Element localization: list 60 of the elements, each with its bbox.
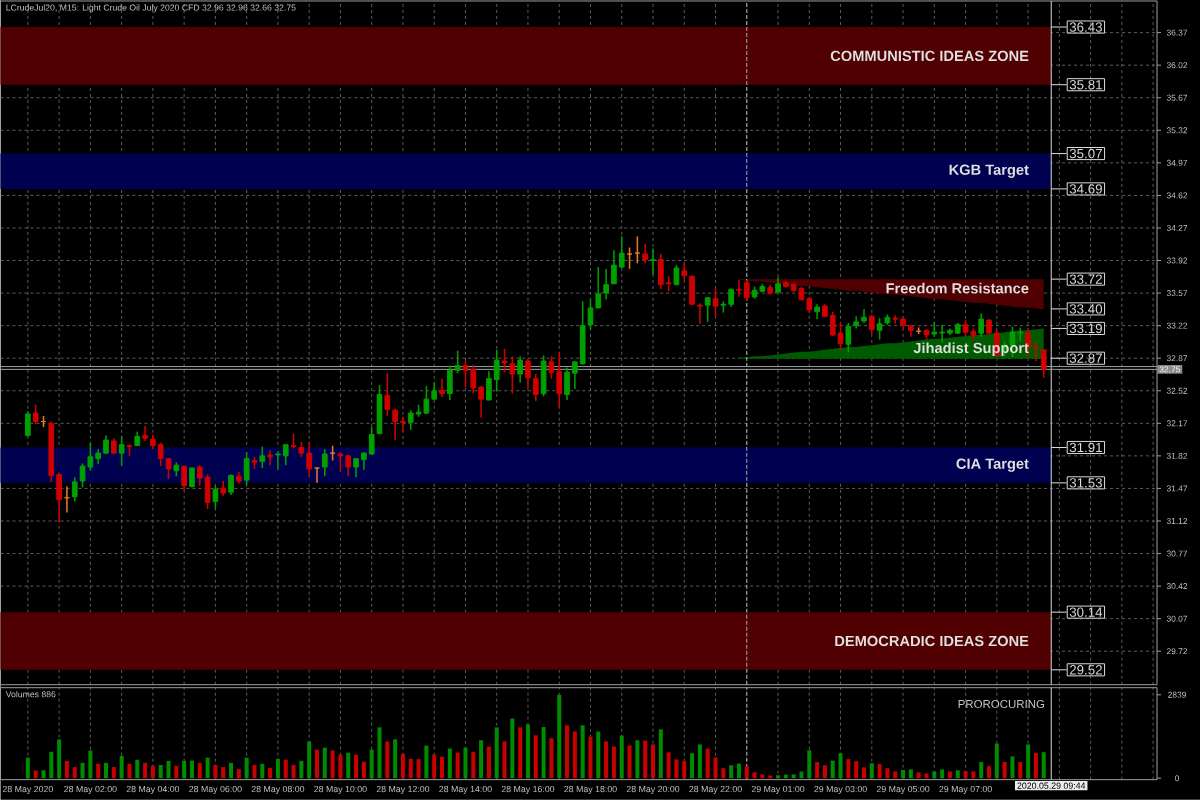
annotation: 35.07	[1069, 149, 1102, 159]
chart-title: LCrudeJul20, M15: Light Crude Oil July 2020 CFD 32.96 32.96 32.66 32.75	[6, 4, 296, 13]
y-tick-label: 30.07	[1166, 615, 1188, 622]
band-label: KGB Target	[949, 164, 1029, 179]
y-tick-label: 2839	[1168, 691, 1186, 698]
x-tick-label: 28 May 22:00	[689, 786, 742, 795]
x-tick-label: 28 May 2020	[2, 786, 53, 795]
series-label: Freedom Resistance	[886, 282, 1029, 294]
y-tick-label: 35.67	[1166, 94, 1188, 101]
x-tick-label: 28 May 10:00	[314, 786, 367, 795]
y-tick-label: 34.97	[1166, 160, 1188, 166]
y-tick-label: 0	[1175, 775, 1180, 782]
y-tick-label: 30.42	[1166, 583, 1188, 590]
annotation: 33.72	[1069, 274, 1102, 285]
x-tick-label: 28 May 02:00	[64, 786, 117, 795]
y-tick-label: 33.92	[1166, 257, 1188, 264]
x-tick-label: 28 May 06:00	[189, 786, 242, 795]
y-tick-label: 33.57	[1166, 290, 1188, 297]
y-tick-label: 36.37	[1166, 29, 1188, 36]
ref-line-label: 32.75	[1159, 366, 1180, 373]
y-tick-label: 36.02	[1166, 62, 1188, 69]
y-tick-label: 35.32	[1166, 127, 1188, 134]
x-tick-label: 29 May 07:00	[939, 786, 992, 795]
x-tick-label: 28 May 14:00	[439, 786, 492, 795]
y-tick-label: 34.27	[1166, 225, 1188, 232]
y-tick-label: 29.72	[1166, 648, 1188, 655]
x-tick-label: 28 May 08:00	[251, 786, 305, 795]
y-tick-label: 34.62	[1166, 192, 1188, 199]
annotation: 31.91	[1069, 442, 1102, 453]
y-tick-label: 31.12	[1166, 518, 1188, 525]
y-tick-label: 32.87	[1166, 355, 1188, 362]
x-tick-label: 28 May 04:00	[126, 786, 180, 795]
annotation: 30.14	[1069, 607, 1103, 618]
y-tick-label: 31.47	[1166, 485, 1188, 492]
x-tick-label: 29 May 01:00	[751, 786, 805, 795]
chart-title: Volumes 886	[5, 691, 56, 698]
y-tick-label: 31.82	[1166, 453, 1188, 460]
annotation: 31.53	[1069, 478, 1102, 488]
annotation: 34.69	[1069, 184, 1102, 194]
text: 2020.05.29 09:44	[1017, 782, 1086, 789]
y-tick-label: 30.77	[1166, 550, 1188, 557]
band-label: CIA Target	[956, 458, 1029, 473]
band-label: COMMUNISTIC IDEAS ZONE	[830, 50, 1029, 62]
annotation: 33.40	[1069, 304, 1103, 314]
annotation: PROROCURING	[958, 700, 1045, 709]
annotation: 33.19	[1069, 323, 1102, 334]
band-label: DEMOCRADIC IDEAS ZONE	[835, 635, 1029, 647]
annotation: 32.87	[1069, 353, 1102, 364]
x-tick-label: 28 May 16:00	[501, 786, 555, 795]
x-tick-label: 28 May 12:00	[376, 786, 430, 795]
x-tick-label: 28 May 18:00	[564, 786, 617, 795]
x-tick-label: 28 May 20:00	[626, 786, 680, 795]
annotation: 29.52	[1069, 665, 1102, 675]
x-tick-label: 29 May 05:00	[876, 786, 930, 795]
annotation: 36.43	[1069, 22, 1102, 32]
x-tick-label: 29 May 03:00	[814, 786, 867, 795]
y-tick-label: 32.52	[1166, 387, 1188, 394]
y-tick-label: 32.17	[1166, 420, 1188, 427]
annotation: 35.81	[1069, 80, 1102, 90]
y-tick-label: 33.22	[1166, 322, 1188, 329]
